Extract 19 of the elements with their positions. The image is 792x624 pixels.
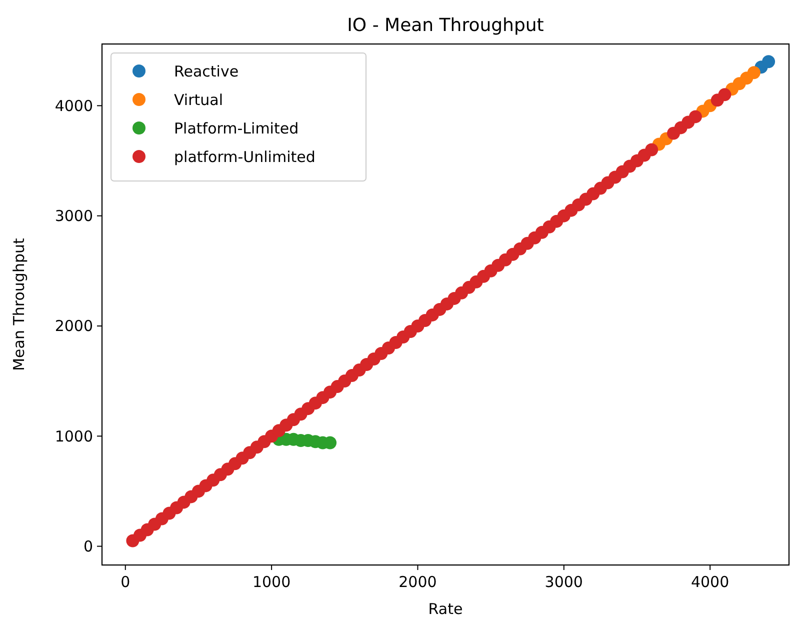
legend-label: Platform-Limited (174, 119, 299, 138)
x-tick-label: 1000 (252, 573, 291, 591)
y-tick-label: 4000 (54, 96, 93, 115)
x-tick-label: 2000 (398, 573, 437, 591)
y-axis-title: Mean Throughput (10, 238, 28, 371)
x-tick-label: 0 (120, 573, 130, 591)
y-tick-label: 2000 (54, 317, 93, 336)
point (747, 66, 760, 80)
legend-label: platform-Unlimited (174, 148, 316, 166)
legend-label: Reactive (174, 62, 239, 80)
chart-title: IO - Mean Throughput (347, 15, 544, 36)
y-tick-label: 3000 (54, 207, 93, 226)
y-tick-label: 0 (83, 538, 93, 556)
y-tick-label: 1000 (54, 427, 93, 446)
x-tick-label: 4000 (690, 573, 730, 591)
legend-label: Virtual (174, 90, 224, 109)
x-axis-title: Rate (428, 600, 463, 618)
x-tick-label: 3000 (544, 573, 583, 591)
point (762, 55, 776, 68)
